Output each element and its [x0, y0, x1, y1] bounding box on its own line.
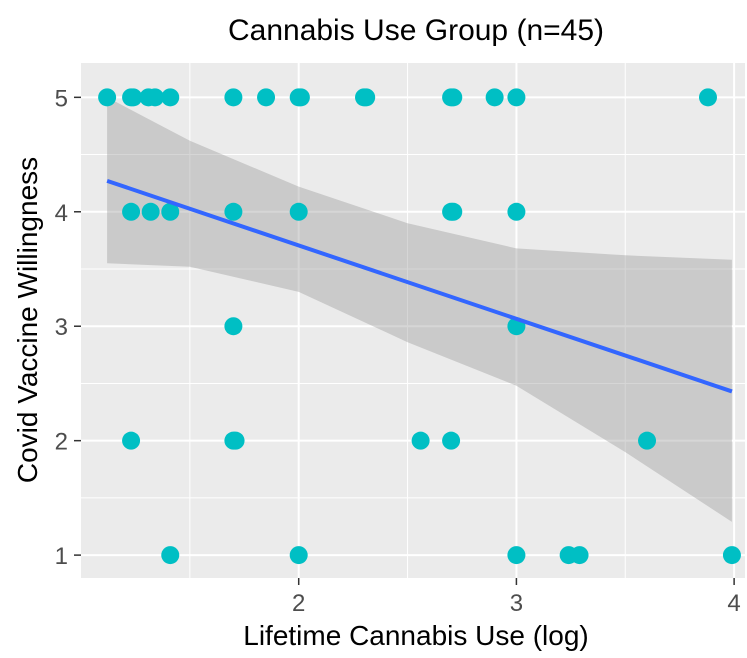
data-point: [411, 431, 430, 450]
y-axis-ticks: 1 2 3 4 5: [55, 85, 81, 570]
points-layer: [98, 88, 741, 565]
y-tick-label: 5: [55, 85, 68, 112]
x-tick-label: 4: [727, 590, 740, 617]
regression-line: [106, 178, 733, 394]
data-point: [570, 546, 589, 565]
y-axis-label: Covid Vaccine Willingness: [12, 157, 43, 483]
data-point: [146, 88, 165, 107]
data-point: [161, 202, 180, 221]
data-point: [122, 202, 141, 221]
data-point: [161, 88, 180, 107]
data-point: [507, 88, 526, 107]
minor-gridlines: [81, 63, 745, 578]
data-point: [161, 546, 180, 565]
plot-panel: [81, 63, 745, 578]
data-point: [122, 431, 141, 450]
data-point: [357, 88, 376, 107]
y-tick-label: 2: [55, 429, 68, 456]
data-point: [444, 88, 463, 107]
y-tick-label: 3: [55, 314, 68, 341]
data-point: [722, 546, 741, 565]
data-point: [289, 202, 308, 221]
y-tick-label: 4: [55, 200, 68, 227]
regression-line-layer: [106, 178, 733, 394]
data-point: [224, 202, 243, 221]
confidence-band: [107, 97, 732, 522]
data-point: [442, 431, 461, 450]
data-point: [226, 431, 245, 450]
data-point: [507, 546, 526, 565]
major-gridlines: [81, 63, 745, 578]
x-tick-label: 3: [510, 590, 523, 617]
data-point: [224, 317, 243, 336]
data-point: [698, 88, 717, 107]
y-tick-label: 1: [55, 543, 68, 570]
data-point: [444, 202, 463, 221]
data-point: [485, 88, 504, 107]
x-axis-ticks: 2 3 4: [292, 578, 741, 617]
data-point: [507, 202, 526, 221]
data-point: [98, 88, 117, 107]
data-point: [124, 88, 143, 107]
data-point: [289, 546, 308, 565]
chart-title: Cannabis Use Group (n=45): [228, 14, 604, 47]
data-point: [224, 88, 243, 107]
data-point: [141, 202, 160, 221]
confidence-band-layer: [107, 97, 732, 522]
data-point: [638, 431, 657, 450]
data-point: [291, 88, 310, 107]
data-point: [257, 88, 276, 107]
x-tick-label: 2: [292, 590, 305, 617]
x-axis-label: Lifetime Cannabis Use (log): [243, 620, 589, 651]
